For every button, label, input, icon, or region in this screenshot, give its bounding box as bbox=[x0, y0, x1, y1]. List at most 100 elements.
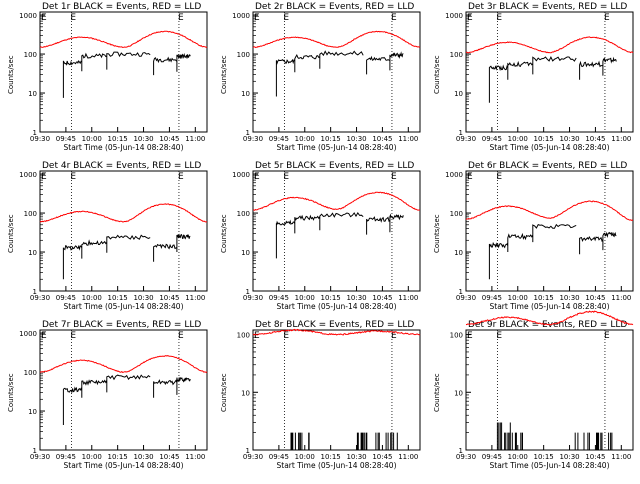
event-marker-label: E bbox=[254, 331, 260, 341]
x-tick-label: 11:00 bbox=[611, 294, 631, 302]
plot-panel-5r: Det 5r BLACK = Events, RED = LLD Counts/s… bbox=[220, 161, 421, 311]
x-tick-label: 10:00 bbox=[508, 294, 528, 302]
event-marker-label: E bbox=[467, 13, 473, 23]
x-tick-label: 11:00 bbox=[185, 294, 205, 302]
y-tick-label: 1 bbox=[246, 447, 250, 455]
y-tick-label: 10 bbox=[454, 90, 463, 98]
y-tick-label: 1 bbox=[33, 288, 37, 296]
event-marker-label: E bbox=[496, 331, 502, 341]
x-tick-label: 09:45 bbox=[56, 453, 76, 461]
plot-title: Det 6r BLACK = Events, RED = LLD bbox=[468, 161, 627, 171]
x-axis-label: Start Time (05-Jun-14 08:28:40) bbox=[64, 302, 184, 311]
y-tick-label: 100 bbox=[450, 51, 463, 59]
event-marker-label: E bbox=[496, 172, 502, 182]
x-tick-label: 10:15 bbox=[321, 135, 341, 143]
event-marker-label: E bbox=[254, 172, 260, 182]
event-marker-label: E bbox=[70, 13, 76, 23]
x-tick-label: 09:30 bbox=[243, 294, 263, 302]
series-lld-line bbox=[465, 200, 634, 221]
event-marker-label: E bbox=[70, 331, 76, 341]
y-tick-label: 1 bbox=[459, 447, 463, 455]
x-tick-label: 10:15 bbox=[534, 453, 554, 461]
plot-title: Det 2r BLACK = Events, RED = LLD bbox=[255, 2, 414, 12]
plot-frame bbox=[252, 11, 421, 133]
x-tick-label: 10:15 bbox=[534, 294, 554, 302]
event-marker-label: E bbox=[391, 13, 397, 23]
plot-title: Det 7r BLACK = Events, RED = LLD bbox=[42, 320, 201, 330]
x-tick-label: 10:30 bbox=[133, 453, 153, 461]
y-tick-label: 100 bbox=[237, 210, 250, 218]
x-tick-label: 09:30 bbox=[30, 294, 50, 302]
y-axis-label: Counts/sec bbox=[220, 55, 228, 94]
y-tick-label: 1000 bbox=[19, 171, 37, 179]
series-events-line bbox=[488, 223, 617, 280]
x-axis-label: Start Time (05-Jun-14 08:28:40) bbox=[277, 461, 397, 470]
x-tick-label: 10:15 bbox=[534, 135, 554, 143]
x-tick-label: 10:45 bbox=[585, 135, 605, 143]
y-tick-label: 100 bbox=[24, 369, 37, 377]
x-tick-label: 09:45 bbox=[482, 453, 502, 461]
x-tick-label: 10:30 bbox=[133, 294, 153, 302]
event-marker-label: E bbox=[391, 331, 397, 341]
x-tick-label: 10:30 bbox=[133, 135, 153, 143]
x-tick-label: 11:00 bbox=[185, 135, 205, 143]
y-axis-label: Counts/sec bbox=[7, 55, 15, 94]
y-tick-label: 10 bbox=[28, 90, 37, 98]
x-tick-label: 09:45 bbox=[269, 294, 289, 302]
x-tick-label: 09:45 bbox=[482, 135, 502, 143]
plot-frame bbox=[465, 329, 634, 451]
event-marker-label: E bbox=[283, 172, 289, 182]
x-tick-label: 10:15 bbox=[108, 135, 128, 143]
x-axis-label: Start Time (05-Jun-14 08:28:40) bbox=[490, 461, 610, 470]
plot-panel-6r: Det 6r BLACK = Events, RED = LLD Counts/s… bbox=[433, 161, 634, 311]
plot-frame bbox=[39, 11, 208, 133]
x-tick-label: 10:45 bbox=[585, 453, 605, 461]
event-marker-label: E bbox=[391, 172, 397, 182]
x-tick-label: 09:30 bbox=[456, 135, 476, 143]
series-lld-line bbox=[39, 203, 207, 223]
series-events-line bbox=[290, 432, 398, 450]
x-tick-label: 09:45 bbox=[56, 135, 76, 143]
event-marker-label: E bbox=[604, 172, 610, 182]
y-axis-label: Counts/sec bbox=[433, 214, 441, 253]
plot-frame bbox=[465, 11, 634, 133]
series-events-line bbox=[275, 50, 404, 97]
x-tick-label: 10:45 bbox=[372, 135, 392, 143]
x-tick-label: 09:30 bbox=[30, 135, 50, 143]
event-marker-label: E bbox=[178, 13, 184, 23]
x-tick-label: 10:30 bbox=[559, 453, 579, 461]
y-tick-label: 100 bbox=[450, 332, 463, 340]
y-tick-label: 1 bbox=[246, 288, 250, 296]
x-tick-label: 09:45 bbox=[482, 294, 502, 302]
x-tick-label: 10:45 bbox=[585, 294, 605, 302]
x-tick-label: 10:45 bbox=[372, 294, 392, 302]
y-tick-label: 1000 bbox=[19, 330, 37, 338]
series-events-line bbox=[496, 422, 613, 450]
plot-frame bbox=[39, 329, 208, 451]
x-tick-label: 10:00 bbox=[295, 294, 315, 302]
series-events-line bbox=[488, 56, 617, 103]
x-tick-label: 10:45 bbox=[159, 453, 179, 461]
event-marker-label: E bbox=[467, 172, 473, 182]
x-tick-label: 09:45 bbox=[269, 135, 289, 143]
y-tick-label: 10 bbox=[241, 249, 250, 257]
y-tick-label: 1000 bbox=[232, 12, 250, 20]
event-marker-label: E bbox=[70, 172, 76, 182]
series-lld-line bbox=[465, 310, 634, 326]
y-axis-label: Counts/sec bbox=[7, 373, 15, 412]
series-lld-line bbox=[465, 36, 634, 54]
y-tick-label: 100 bbox=[24, 210, 37, 218]
x-tick-label: 10:30 bbox=[346, 135, 366, 143]
y-tick-label: 100 bbox=[450, 210, 463, 218]
x-axis-label: Start Time (05-Jun-14 08:28:40) bbox=[64, 143, 184, 152]
y-tick-label: 1 bbox=[33, 447, 37, 455]
plot-panel-7r: Det 7r BLACK = Events, RED = LLD Counts/s… bbox=[7, 320, 208, 470]
y-tick-label: 1000 bbox=[19, 12, 37, 20]
event-marker-label: E bbox=[41, 172, 47, 182]
y-tick-label: 100 bbox=[24, 51, 37, 59]
x-tick-label: 10:30 bbox=[346, 453, 366, 461]
y-tick-label: 1 bbox=[246, 129, 250, 137]
series-lld-line bbox=[40, 355, 208, 373]
series-events-line bbox=[62, 233, 191, 280]
